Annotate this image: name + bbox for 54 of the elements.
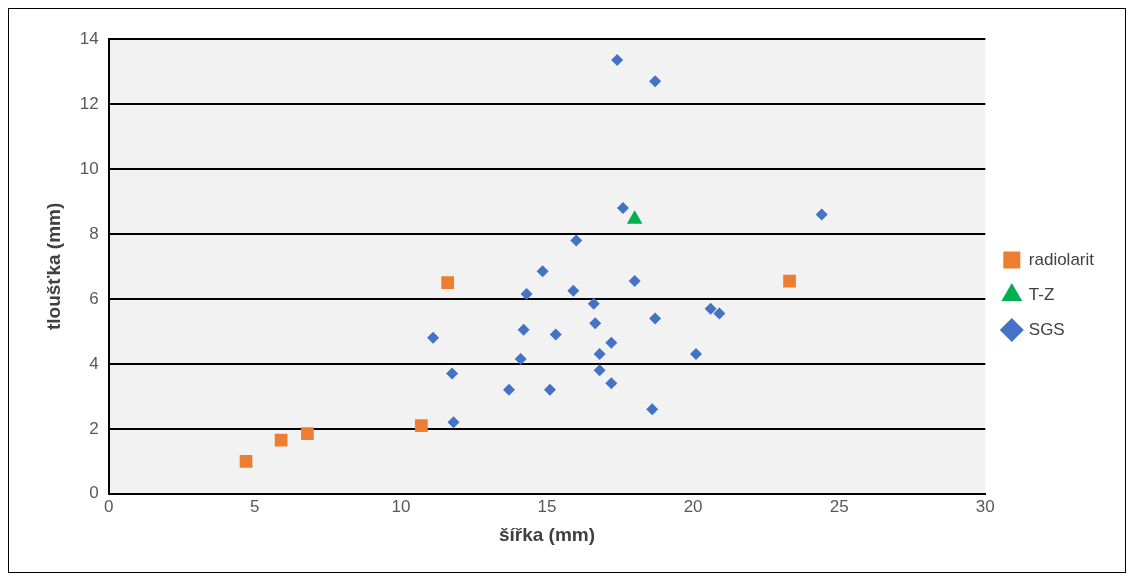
y-tick-label: 8 [89,223,99,243]
point [616,201,629,214]
y-tick-label: 6 [89,288,99,308]
point [441,276,455,290]
point [593,364,606,377]
point [704,302,717,315]
point [503,383,516,396]
y-tick-label: 4 [89,353,99,373]
legend-label: SGS [1028,319,1065,339]
point [570,234,583,247]
point [649,312,662,325]
point [628,275,641,288]
point [605,377,618,390]
point [815,208,828,221]
point [446,367,459,380]
x-tick-label: 20 [683,496,703,516]
y-tick-label: 12 [79,93,99,113]
point [549,328,562,341]
point [415,419,428,432]
x-tick-label: 10 [391,496,411,516]
point [646,403,659,416]
point [605,336,618,349]
point [274,433,288,447]
point [690,348,703,361]
point [593,348,606,361]
point [649,75,662,88]
y-axis-title: tloušťka (mm) [42,202,64,331]
point [611,54,624,67]
point [427,331,440,344]
point [543,383,556,396]
point [567,284,580,297]
y-tick-label: 0 [89,483,99,503]
point [517,323,530,336]
x-axis-title: šířka (mm) [498,523,596,545]
point [587,297,600,310]
point [447,416,460,429]
point [783,274,796,288]
point [301,427,314,441]
x-tick-label: 30 [975,496,995,516]
point [520,288,533,301]
point [536,265,549,278]
y-tick-label: 10 [79,158,99,178]
y-tick-label: 2 [89,418,99,438]
legend-label: T-Z [1028,284,1055,304]
x-tick-label: 25 [829,496,849,516]
point [514,352,527,365]
y-tick-label: 14 [79,28,99,48]
x-tick-label: 0 [103,496,114,516]
point [239,454,253,468]
point [589,317,602,330]
legend-label: radiolarit [1028,249,1095,269]
x-tick-label: 5 [250,496,260,516]
point [713,307,726,320]
x-tick-label: 15 [537,496,557,516]
